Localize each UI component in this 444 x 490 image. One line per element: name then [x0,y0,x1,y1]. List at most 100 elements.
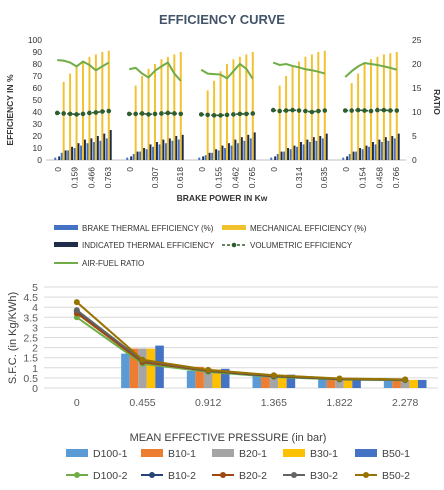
chart1-bar-brake-thermal [308,142,311,160]
chart2-legend-swatch-marker [363,472,369,478]
chart2-legend-swatch-marker [74,472,80,478]
chart2-bar-b10-1 [195,366,204,388]
chart1-point-volumetric [231,112,236,117]
chart1-legend-swatch-marker [231,242,237,248]
chart1-bar-mechanical [317,52,320,160]
chart1-x-tick-label: 0.154 [358,167,368,189]
chart1-bar-brake-thermal [380,142,383,160]
chart2-legend-swatch-marker [149,472,155,478]
chart1-line-air-fuel [57,59,110,72]
chart1-point-volumetric [224,112,230,118]
chart1-bar-indicated-thermal [240,137,243,160]
chart2-x-tick-label: 0.912 [195,397,221,409]
chart1-point-volumetric [146,112,151,117]
chart1-bar-brake-thermal [302,144,305,160]
chart1-legend-swatch [54,242,78,247]
chart1-y-axis-label: EFFICIENCY IN % [5,74,15,146]
chart2-y-tick-label: 2 [32,343,38,355]
chart1-y-tick-label: 70 [33,71,43,81]
chart1-point-volumetric [198,112,204,117]
chart2-bar-b30-1 [212,369,221,388]
chart2-bar-b20-1 [138,348,147,388]
chart1-bar-indicated-thermal [103,133,106,160]
chart2-point-b50-2 [73,299,80,306]
chart2-y-tick-label: 3.5 [23,312,38,324]
chart1-point-volumetric [100,109,105,114]
chart1-point-volumetric [322,108,328,113]
chart1-point-volumetric [67,111,73,117]
chart1-bar-indicated-thermal [306,139,309,160]
chart1-point-volumetric [277,108,282,114]
chart1-bar-brake-thermal [296,146,299,160]
chart1-bar-mechanical [323,50,326,160]
chart1-point-volumetric [106,108,112,114]
chart1-bar-indicated-thermal [77,143,80,160]
chart1-x-tick-label: 0 [341,167,351,172]
chart1-point-volumetric [165,110,171,116]
chart1-x-tick-label: 0.159 [70,167,80,189]
chart1-point-volumetric [237,111,243,117]
chart1-x-tick-label: 0.765 [247,167,257,189]
chart2-bar-d100-1 [186,370,196,388]
chart1-bar-mechanical [166,56,169,160]
chart1-bars [54,50,400,161]
chart1-bar-indicated-thermal [71,146,74,160]
chart1-bar-indicated-thermal [365,145,368,160]
chart1-point-volumetric [87,110,92,116]
chart2-y-tick-label: 0.5 [23,373,38,385]
chart1-x-tick-label: 0.466 [86,167,96,189]
chart1-bar-brake-thermal [177,139,180,160]
chart1-bar-mechanical [69,73,72,160]
chart1-bar-indicated-thermal [293,145,296,160]
chart2-bar-b30-1 [409,379,418,388]
chart1-bar-brake-thermal [204,155,207,160]
chart1-bar-mechanical [285,76,288,160]
chart1-bar-indicated-thermal [168,138,171,160]
chart2-bar-b20-1 [335,378,344,388]
chart1-bar-indicated-thermal [378,139,381,160]
chart1-bar-brake-thermal [283,151,286,160]
chart1-x-tick-label: 0.314 [294,167,304,189]
chart1-bar-mechanical [357,73,360,160]
chart1-bar-brake-thermal [164,143,167,160]
chart1-bar-brake-thermal [230,145,233,160]
chart1-point-volumetric [80,111,86,117]
chart1-bar-brake-thermal [60,152,63,160]
chart1-bar-indicated-thermal [280,151,283,160]
chart2-legend-label: D100-1 [93,448,128,460]
chart1-bar-indicated-thermal [155,142,158,160]
chart1-bar-mechanical [141,76,144,160]
chart2-legend-label: B10-2 [168,470,196,482]
chart1-bar-mechanical [238,56,241,160]
chart1-x-tick-label: 0.462 [230,167,240,189]
chart1-x-tick-label: 0 [197,167,207,172]
chart2-legend-swatch [212,449,234,457]
chart1-bar-brake-thermal [355,151,358,160]
chart1-point-volumetric [172,111,177,116]
chart1-bar-indicated-thermal [90,138,93,160]
chart1-y2-tick-label: 25 [412,35,422,45]
chart1-bar-mechanical [226,64,228,160]
chart1-legend-label: INDICATED THERMAL EFFICIENCY [82,241,215,250]
chart1-y-tick-label: 60 [33,83,43,93]
chart1-point-volumetric [270,107,276,113]
chart1-bar-indicated-thermal [181,134,184,160]
chart1-bar-mechanical [251,52,254,160]
chart1-bar-indicated-thermal [371,142,374,160]
chart1-point-volumetric [388,108,393,113]
chart1-point-volumetric [61,111,66,116]
chart2-y-axis: 00.511.522.533.544.55 [23,282,38,395]
chart1-bar-indicated-thermal [149,144,152,160]
chart2-legend-label: D100-2 [93,470,128,482]
chart1-bar-mechanical [382,54,385,160]
chart1-point-volumetric [93,110,99,115]
chart2-point-b30-2 [73,307,80,314]
chart1-bar-indicated-thermal [319,136,322,160]
chart1-y2-tick-label: 20 [412,59,422,69]
chart1-y-tick-label: 0 [37,155,42,165]
chart1-bar-brake-thermal [145,149,148,160]
chart1-bar-brake-thermal [393,138,396,160]
chart1-bar-brake-thermal [368,146,371,160]
chart1-bar-mechanical [245,54,248,160]
chart1-bar-mechanical [206,90,209,160]
